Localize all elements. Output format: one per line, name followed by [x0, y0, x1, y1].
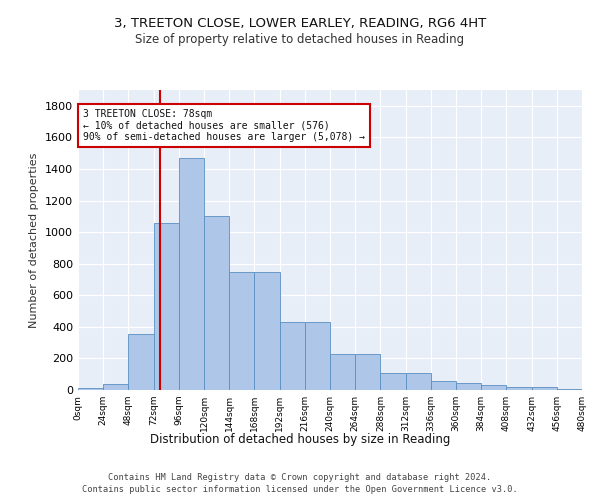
Bar: [431, 382, 456, 390]
Text: Contains HM Land Registry data © Crown copyright and database right 2024.: Contains HM Land Registry data © Crown c…: [109, 472, 491, 482]
Bar: [330, 354, 355, 390]
Bar: [204, 216, 229, 390]
Bar: [481, 386, 506, 390]
Text: 3 TREETON CLOSE: 78sqm
← 10% of detached houses are smaller (576)
90% of semi-de: 3 TREETON CLOSE: 78sqm ← 10% of detached…: [83, 109, 365, 142]
Bar: [380, 372, 406, 390]
Bar: [506, 387, 532, 390]
Bar: [355, 354, 380, 390]
Bar: [305, 322, 330, 390]
Bar: [532, 387, 557, 390]
Bar: [128, 334, 154, 390]
Text: Distribution of detached houses by size in Reading: Distribution of detached houses by size …: [150, 432, 450, 446]
Bar: [456, 383, 481, 390]
Bar: [179, 158, 204, 390]
Bar: [280, 322, 305, 390]
Bar: [103, 384, 128, 390]
Bar: [154, 222, 179, 390]
Bar: [557, 388, 582, 390]
Text: Contains public sector information licensed under the Open Government Licence v3: Contains public sector information licen…: [82, 485, 518, 494]
Bar: [229, 272, 254, 390]
Bar: [254, 272, 280, 390]
Text: Size of property relative to detached houses in Reading: Size of property relative to detached ho…: [136, 32, 464, 46]
Bar: [406, 372, 431, 390]
Text: 3, TREETON CLOSE, LOWER EARLEY, READING, RG6 4HT: 3, TREETON CLOSE, LOWER EARLEY, READING,…: [114, 18, 486, 30]
Bar: [78, 388, 103, 390]
Y-axis label: Number of detached properties: Number of detached properties: [29, 152, 40, 328]
